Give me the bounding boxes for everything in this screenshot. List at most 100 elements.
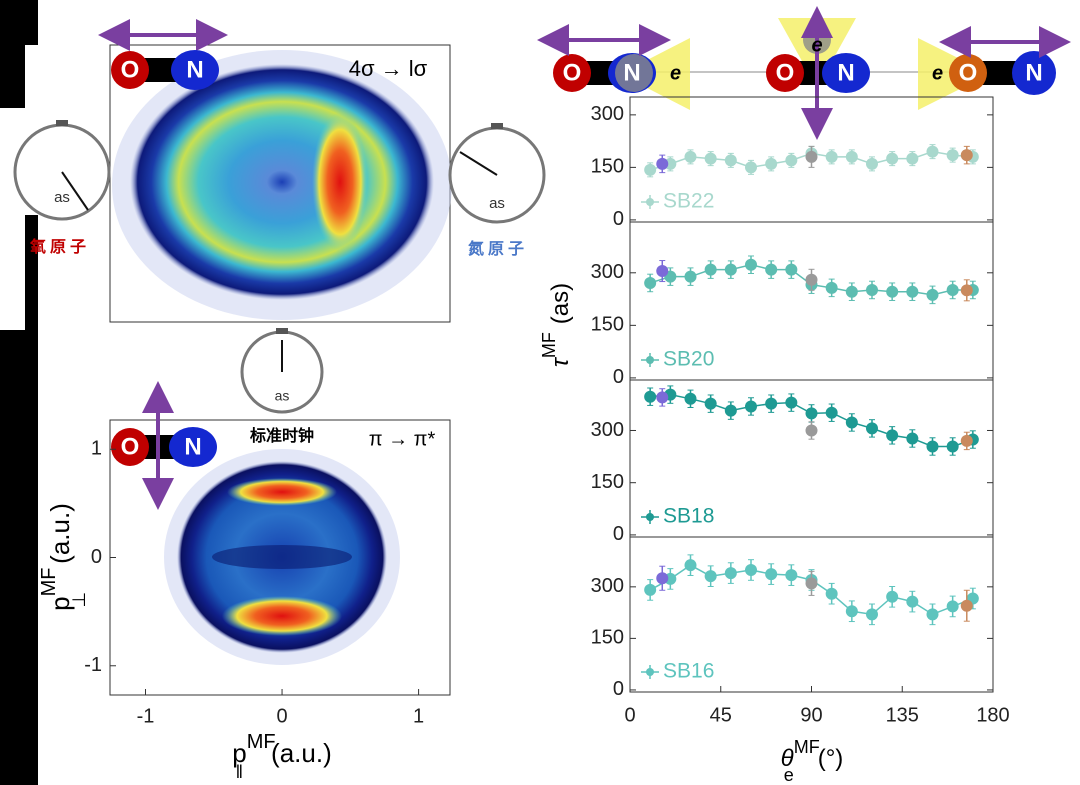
data-point	[805, 577, 818, 590]
y-tick-label: 0	[91, 546, 102, 568]
data-point	[906, 595, 919, 608]
superscript: MF	[539, 332, 559, 358]
y-tick-label: 0	[613, 208, 624, 230]
legend-label: SB20	[663, 348, 714, 371]
clock-label: as	[489, 195, 505, 212]
clock-caption: 氧原子	[29, 237, 90, 256]
clock-knob	[276, 328, 288, 334]
data-point	[825, 406, 838, 419]
unit: (as)	[547, 283, 574, 324]
clock-hand	[61, 171, 89, 211]
y-tick-label: 300	[591, 419, 624, 441]
x-tick-label: -1	[137, 705, 155, 727]
y-tick-label: 0	[613, 366, 624, 388]
data-point	[704, 263, 717, 276]
atom-label: O	[776, 59, 795, 86]
atom-label: O	[121, 56, 140, 83]
x-tick-label: 0	[624, 704, 635, 726]
clock-caption: 氮原子	[468, 239, 528, 258]
data-point	[845, 150, 858, 163]
oxygen-atom	[949, 54, 987, 92]
y-tick-label: 150	[591, 627, 624, 649]
data-point	[825, 281, 838, 294]
data-point	[886, 285, 899, 298]
superscript: MF	[794, 737, 820, 757]
x-tick-label: 1	[413, 705, 424, 727]
data-point	[785, 263, 798, 276]
oxygen-atom	[111, 428, 149, 466]
symbol: p	[232, 738, 246, 768]
clock-hand	[459, 151, 498, 176]
data-point	[724, 567, 737, 580]
clock-caption: 标准时钟	[249, 426, 314, 445]
x-tick-label: 90	[800, 704, 822, 726]
heatmap	[130, 64, 434, 300]
molecule-diagrams: O N e O N e O N e	[537, 6, 1071, 140]
data-point	[684, 392, 697, 405]
superscript: MF	[38, 568, 60, 597]
transition-label: 4σ → lσ	[349, 56, 428, 81]
data-point	[946, 283, 959, 296]
data-point	[866, 157, 878, 170]
data-point	[926, 440, 939, 453]
data-point	[906, 152, 919, 165]
atom-label: O	[563, 59, 582, 86]
data-point	[866, 608, 878, 621]
x-tick-label: 180	[976, 704, 1009, 726]
data-point	[886, 429, 899, 442]
oxygen-atom	[111, 51, 149, 89]
data-point	[704, 397, 717, 410]
legend-label: SB18	[663, 505, 714, 528]
subscript: ⊥	[69, 592, 89, 608]
data-point	[926, 288, 939, 301]
x-tick-label: 45	[710, 704, 732, 726]
atom-label: N	[184, 433, 201, 460]
atom-label: N	[623, 59, 640, 86]
data-point	[805, 424, 818, 437]
data-point	[656, 265, 669, 278]
x-tick-label: 135	[886, 704, 919, 726]
data-point	[845, 605, 858, 618]
atom-label: N	[186, 56, 203, 83]
data-point	[765, 157, 778, 170]
data-point	[926, 145, 939, 158]
data-point	[765, 568, 778, 581]
data-point	[825, 587, 838, 600]
electron-label: e	[932, 62, 943, 84]
y-tick-label: 300	[591, 575, 624, 597]
data-point	[805, 273, 818, 286]
y-tick-label: 300	[591, 261, 624, 283]
data-point	[644, 163, 657, 176]
y-tick-label: 150	[591, 471, 624, 493]
data-point	[825, 150, 838, 163]
nitrogen-atom	[169, 427, 217, 467]
data-point	[704, 152, 717, 165]
legend-marker	[646, 198, 654, 206]
subscript: e	[784, 765, 794, 785]
data-point	[656, 572, 669, 585]
data-point	[765, 263, 778, 276]
data-point	[745, 258, 757, 271]
data-point	[926, 608, 939, 621]
data-point	[805, 150, 818, 163]
data-point	[644, 390, 657, 403]
legend-marker	[646, 513, 654, 521]
transition-label: π → π*	[369, 428, 436, 450]
top-left-panel: 4σ → lσ O N as 氧原子 as 氮原子	[13, 19, 546, 323]
data-point	[684, 150, 697, 163]
symbol: p	[45, 596, 75, 610]
data-point	[866, 283, 878, 296]
y-tick-label: 150	[591, 314, 624, 336]
data-point	[906, 432, 919, 445]
heatmap-hotspot	[312, 112, 368, 252]
nitrogen-atom	[1012, 51, 1056, 95]
data-point	[845, 416, 858, 429]
data-point	[656, 391, 669, 404]
oxygen-atom	[766, 54, 804, 92]
electron-label: e	[811, 34, 822, 56]
y-tick-label: 0	[613, 523, 624, 545]
data-point	[886, 152, 899, 165]
x-axis-label: θMF e (°)	[781, 737, 844, 785]
x-axis-label: pMF ‖ (a.u.)	[232, 731, 331, 781]
